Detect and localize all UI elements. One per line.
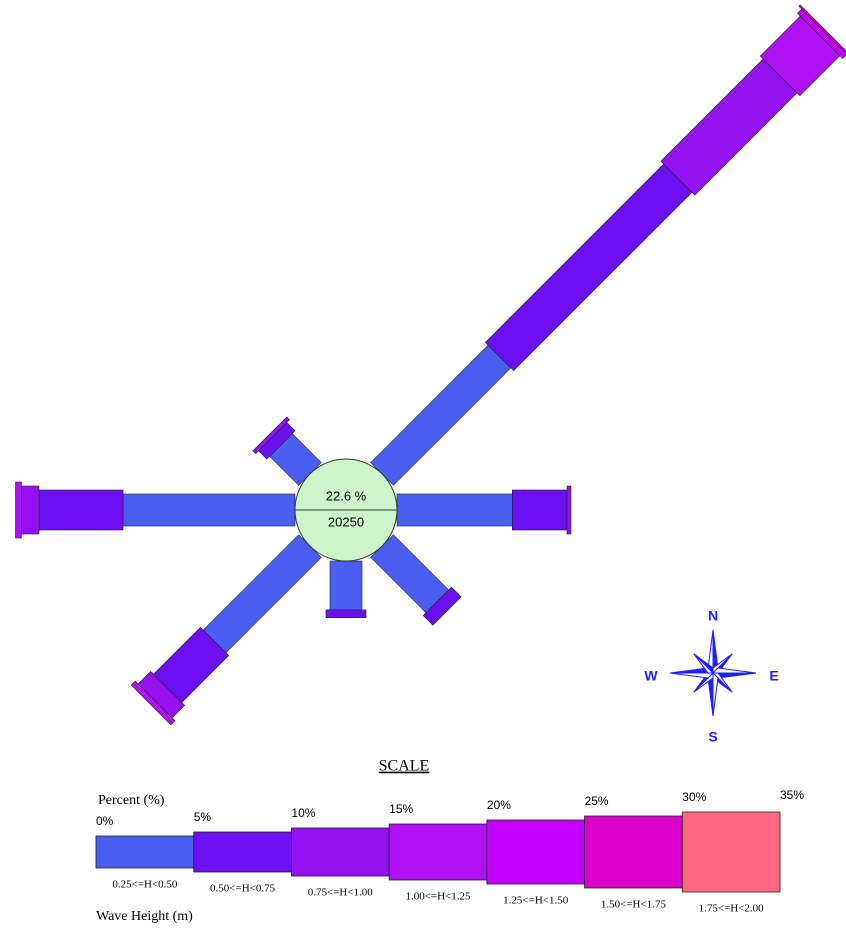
rose-segment [484,163,693,372]
calm-percent: 22.6 % [326,488,367,503]
compass-point [712,671,719,717]
legend-swatch [193,831,292,873]
x-tick-label: 15% [389,802,413,816]
x-tick-label: 30% [682,790,706,804]
x-tick-label: 5% [194,810,212,824]
legend-title: Wave Height (m) [96,909,193,924]
x-tick-label: 35% [780,788,804,802]
legend-swatch [291,827,390,877]
legend-label: 1.75<=H<2.00 [699,903,765,915]
compass-label: S [708,729,717,745]
rose-segment [202,534,322,654]
rose-segment [329,560,363,611]
rose-segment [396,493,513,527]
legend-label: 1.50<=H<1.75 [601,899,667,911]
compass-point [711,667,757,674]
x-tick-label: 25% [585,794,609,808]
legend-label: 1.00<=H<1.25 [405,891,471,903]
x-axis-label: Percent (%) [98,793,165,808]
rose-arm [396,485,572,535]
rose-segment [130,680,176,726]
rose-segment [660,58,798,196]
legend-swatch [681,811,781,893]
rose-segment [325,609,367,618]
legend-label: 0.50<=H<0.75 [210,883,276,895]
legend-label: 0.75<=H<1.00 [308,887,374,899]
rose-segment [566,485,572,535]
rose-arm [130,534,322,726]
compass-label: W [644,668,658,684]
legend-swatch [95,835,195,869]
rose-segment [422,586,462,626]
rose-segment [21,485,40,535]
x-tick-label: 10% [291,806,315,820]
rose [15,4,846,726]
record-count: 20250 [328,514,364,529]
rose-segment [38,489,124,531]
rose-segment [370,534,450,614]
rose-arm [370,4,846,486]
scale: 0.25<=H<0.50 0.50<=H<0.75 0.75<=H<1.00 1.00… [95,788,804,915]
scale-title: SCALE [379,758,430,775]
rose-arm [370,534,462,626]
legend-label: 1.25<=H<1.50 [503,895,569,907]
rose-arm [15,481,296,539]
rose-segment [15,481,22,539]
legend-swatch [388,823,488,881]
compass-point [669,672,715,679]
compass-point [693,653,715,674]
x-tick-label: 20% [487,798,511,812]
legend-label: 0.25<=H<0.50 [112,879,178,891]
x-tick-label: 0% [96,814,114,828]
compass-label: E [769,668,778,684]
rose-segment [122,493,296,527]
legend-swatch [584,815,683,889]
rose-segment [512,489,568,531]
calm-circle-group: 22.6 % 20250 [294,458,398,562]
rose-segment [252,416,291,455]
rose-arm [252,416,322,486]
compass: N E S W [644,608,778,745]
rose-segment [370,344,512,486]
legend-swatch [486,819,585,885]
rose-segment [798,4,846,58]
compass-label: N [708,608,718,624]
rose-arm [325,560,367,618]
